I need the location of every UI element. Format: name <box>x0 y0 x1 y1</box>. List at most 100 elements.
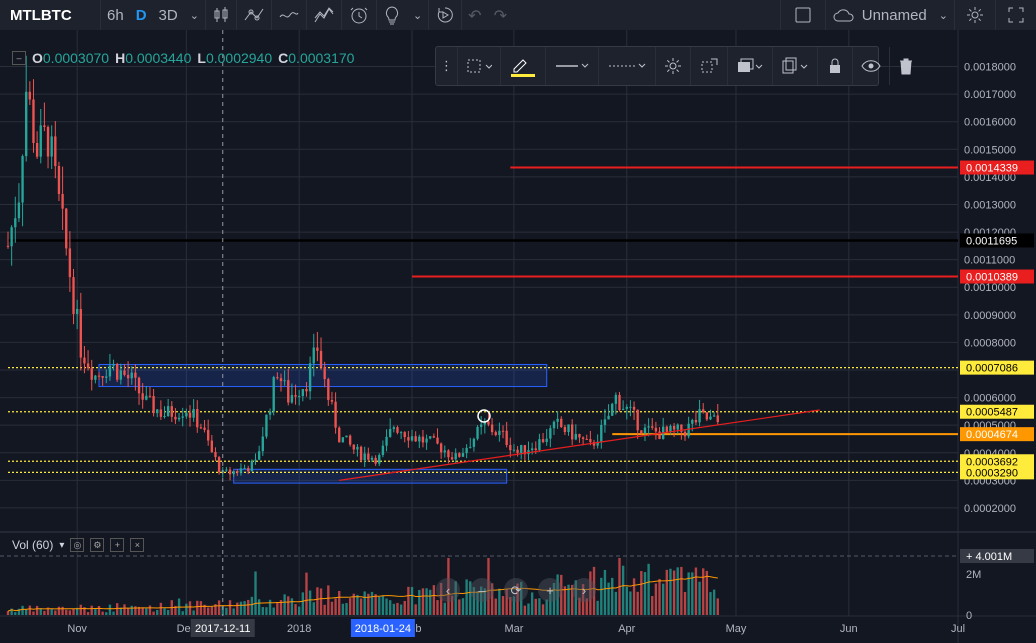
volume-bar <box>254 571 257 615</box>
volume-bar <box>247 599 250 615</box>
collapse-icon[interactable]: – <box>12 51 26 65</box>
chart-nav-button-bg[interactable] <box>436 578 460 602</box>
lock-icon[interactable] <box>818 47 853 85</box>
volume-bar <box>436 600 439 615</box>
candle-body <box>14 218 17 228</box>
replay-icon[interactable] <box>429 0 461 30</box>
candle-body <box>363 453 366 461</box>
candle-body <box>43 125 46 127</box>
time-axis[interactable]: NovDec2018FebMarAprMayJunJul2017-12-1120… <box>67 619 965 637</box>
close-icon[interactable]: × <box>130 538 145 552</box>
volume-bar <box>156 609 159 615</box>
volume-bar <box>327 585 330 615</box>
price-level-label: 0.0014339 <box>966 163 1018 175</box>
pen-color-icon[interactable] <box>501 47 546 85</box>
candle-body <box>418 436 421 442</box>
candle-body <box>570 424 574 440</box>
volume-bar <box>621 565 625 615</box>
candle-body <box>640 430 643 434</box>
interval-6h-button[interactable]: 6h <box>107 6 124 24</box>
cloud-icon[interactable] <box>826 0 860 30</box>
top-toolbar: MTLBTC 6h D 3D ⌄ ⌄ ↶ ↷ Unnamed <box>0 0 1036 31</box>
chart-nav-button-bg[interactable] <box>538 578 562 602</box>
trash-icon[interactable] <box>890 47 922 85</box>
chart-nav-button-bg[interactable] <box>572 578 596 602</box>
chart-nav-button-glyph[interactable]: › <box>582 583 586 598</box>
interval-d-button[interactable]: D <box>135 6 147 24</box>
volume-bar <box>523 605 527 615</box>
volume-bar <box>396 602 399 615</box>
eye-icon[interactable] <box>853 47 890 85</box>
trendline-segment[interactable] <box>339 409 820 481</box>
volume-bar <box>647 563 650 615</box>
volume-bar <box>534 598 537 615</box>
undo-icon[interactable]: ↶ <box>468 5 482 25</box>
chevron-down-icon[interactable]: ⌄ <box>412 8 423 22</box>
ideas-bulb-icon[interactable] <box>377 0 407 30</box>
chevron-down-icon[interactable]: ⌄ <box>938 8 948 22</box>
drag-handle-icon[interactable]: ⋮ <box>436 47 458 85</box>
volume-label[interactable]: Vol (60) <box>12 538 54 552</box>
volume-bar <box>6 611 10 615</box>
candle-body <box>283 380 286 382</box>
interval-3d-button[interactable]: 3D <box>158 6 178 24</box>
line-dash-icon[interactable] <box>599 47 656 85</box>
candle-body <box>217 457 221 473</box>
candle-body <box>356 446 359 450</box>
low-value: 0.0002940 <box>205 50 273 66</box>
volume-bar <box>54 610 57 615</box>
chart-nav-button-glyph[interactable]: ‹ <box>446 583 450 598</box>
volume-bar <box>250 596 254 615</box>
volume-bar <box>585 598 588 615</box>
eye-icon[interactable]: ◎ <box>70 538 85 552</box>
alert-clock-icon[interactable] <box>342 0 376 30</box>
candles-icon[interactable] <box>206 0 236 30</box>
settings-gear-icon[interactable] <box>955 0 995 30</box>
price-level-label: 0.0007086 <box>966 363 1018 375</box>
chevron-down-icon[interactable]: ▾ <box>59 539 65 551</box>
chart-nav-button-bg[interactable] <box>470 578 494 602</box>
chart-nav-button-glyph[interactable]: + <box>546 583 554 598</box>
volume-bar <box>232 608 235 615</box>
line-style-icon[interactable] <box>546 47 599 85</box>
price-level-label: 0.0011695 <box>966 235 1017 247</box>
redo-icon[interactable]: ↷ <box>493 5 507 25</box>
clone-drawing-icon[interactable] <box>691 47 728 85</box>
gear-icon[interactable] <box>656 47 691 85</box>
volume-bar <box>389 600 392 615</box>
chart-nav-button-glyph[interactable]: ⟳ <box>511 583 522 598</box>
volume-bar <box>192 610 195 615</box>
symbol-search-button[interactable]: MTLBTC <box>10 6 72 24</box>
zone-rectangle[interactable] <box>98 363 548 388</box>
volume-bar <box>210 606 214 615</box>
candle-body <box>487 421 490 425</box>
volume-bar <box>574 580 577 615</box>
candle-body <box>294 395 297 397</box>
select-area-icon[interactable] <box>458 47 501 85</box>
fullscreen-icon[interactable] <box>996 0 1036 30</box>
volume-bar <box>643 572 647 615</box>
visual-order-icon[interactable] <box>728 47 773 85</box>
volume-bar <box>294 604 297 615</box>
layout-square-icon[interactable] <box>781 0 825 30</box>
trendline[interactable] <box>339 409 820 481</box>
compare-icon[interactable] <box>237 0 271 30</box>
templates-icon[interactable] <box>307 0 341 30</box>
chart-nav-button-bg[interactable] <box>504 578 528 602</box>
candlestick-series <box>6 55 719 481</box>
volume-bar <box>596 600 599 615</box>
price-chart[interactable]: ‹ – ⟳ + › 0.0018000 0.0017000 0.0016000 0.00150… <box>0 30 1036 643</box>
chart-nav-button-glyph[interactable]: – <box>478 583 486 598</box>
volume-bar <box>570 584 574 615</box>
add-icon[interactable]: + <box>110 538 125 552</box>
volume-bar <box>479 586 483 615</box>
candle-body <box>403 432 406 438</box>
chevron-down-icon[interactable]: ⌄ <box>189 8 199 22</box>
settings-icon[interactable]: ⚙ <box>90 538 105 552</box>
indicators-icon[interactable] <box>272 0 306 30</box>
candle-body <box>621 408 625 411</box>
copy-icon[interactable] <box>773 47 818 85</box>
candle-body <box>691 419 694 424</box>
volume-bar <box>709 592 712 615</box>
layout-name-button[interactable]: Unnamed <box>861 6 927 24</box>
